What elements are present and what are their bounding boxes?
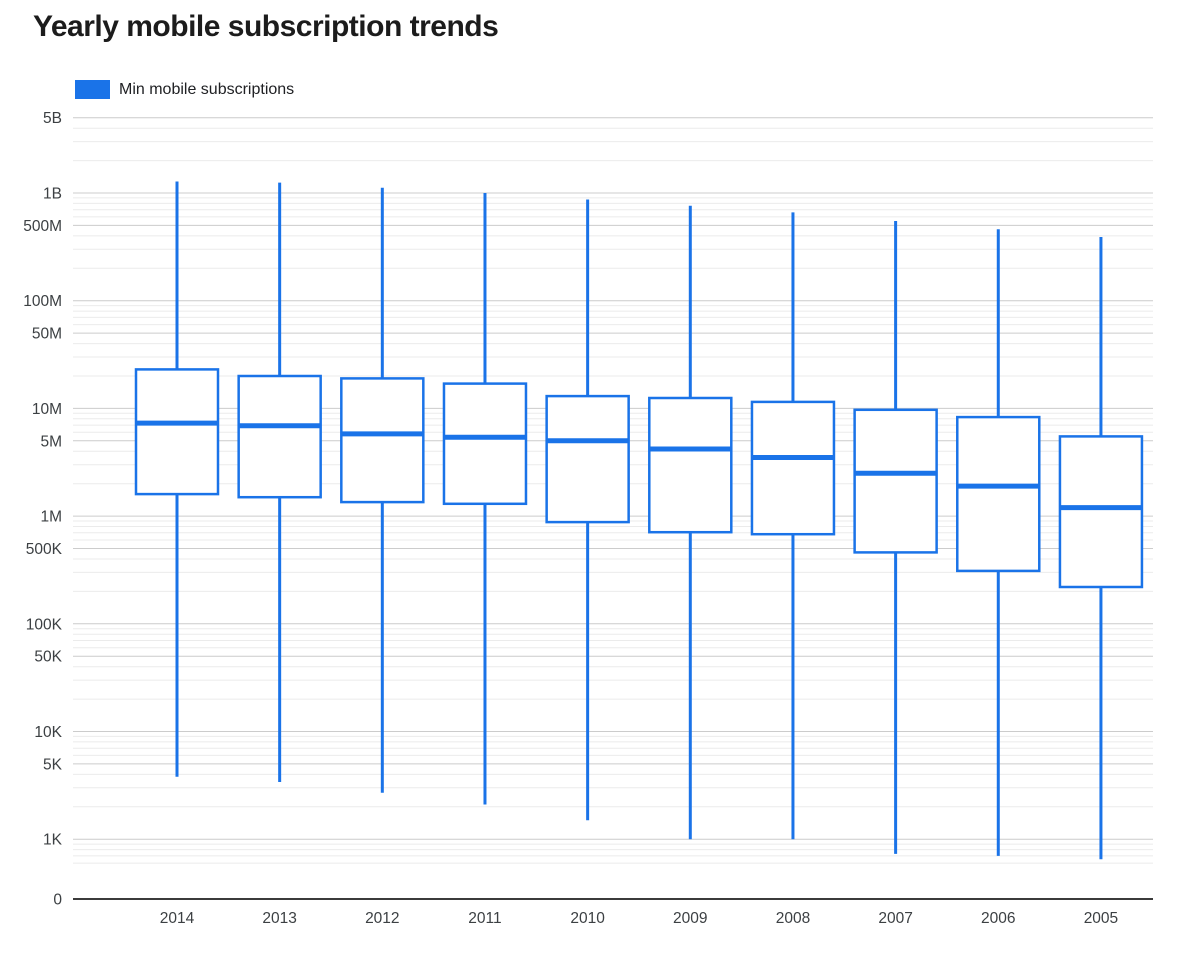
iqr-box-2008 [750, 400, 836, 536]
x-label-2012: 2012 [365, 910, 399, 927]
legend-label: Min mobile subscriptions [119, 80, 295, 98]
iqr-box-2013 [237, 374, 322, 499]
box-plot-2005[interactable] [1058, 237, 1144, 860]
y-tick-5B: 5B [43, 110, 62, 127]
y-tick-1K: 1K [43, 832, 63, 849]
y-tick-50K: 50K [34, 649, 62, 666]
y-tick-50M: 50M [32, 326, 62, 343]
box-plot-2013[interactable] [237, 182, 322, 782]
y-tick-5K: 5K [43, 756, 63, 773]
iqr-box-2009 [648, 396, 733, 534]
x-label-2009: 2009 [673, 910, 707, 927]
iqr-box-2006 [956, 415, 1041, 573]
y-tick-500M: 500M [23, 218, 62, 235]
y-tick-1M: 1M [40, 509, 62, 526]
chart-title: Yearly mobile subscription trends [33, 10, 499, 43]
iqr-box-2007 [853, 408, 938, 554]
x-label-2014: 2014 [160, 910, 195, 927]
box-plot-2008[interactable] [750, 212, 836, 840]
x-label-2007: 2007 [878, 910, 912, 927]
y-tick-500K: 500K [26, 541, 63, 558]
box-plot-2011[interactable] [442, 193, 528, 805]
iqr-box-2014 [134, 368, 220, 496]
x-label-2010: 2010 [570, 910, 605, 927]
y-tick-0: 0 [53, 892, 62, 909]
iqr-box-2012 [340, 377, 425, 504]
y-tick-1B: 1B [43, 186, 62, 203]
x-label-2005: 2005 [1084, 910, 1118, 927]
box-plot-2012[interactable] [340, 187, 425, 793]
x-label-2008: 2008 [776, 910, 810, 927]
box-plot-2007[interactable] [853, 221, 938, 854]
y-tick-100K: 100K [26, 616, 63, 633]
y-tick-5M: 5M [40, 433, 62, 450]
box-plot-2009[interactable] [648, 205, 733, 840]
y-tick-100M: 100M [23, 293, 62, 310]
iqr-box-2005 [1058, 435, 1144, 589]
box-plot-2010[interactable] [545, 199, 630, 821]
iqr-box-2010 [545, 394, 630, 524]
legend-swatch-icon [75, 80, 110, 99]
x-label-2006: 2006 [981, 910, 1015, 927]
x-label-2011: 2011 [468, 910, 501, 927]
box-plot-2006[interactable] [956, 229, 1041, 856]
box-plot-2014[interactable] [134, 181, 220, 777]
legend: Min mobile subscriptions [75, 80, 294, 99]
y-tick-10M: 10M [32, 401, 62, 418]
y-tick-10K: 10K [34, 724, 62, 741]
iqr-box-2011 [442, 382, 528, 506]
x-label-2013: 2013 [262, 910, 296, 927]
